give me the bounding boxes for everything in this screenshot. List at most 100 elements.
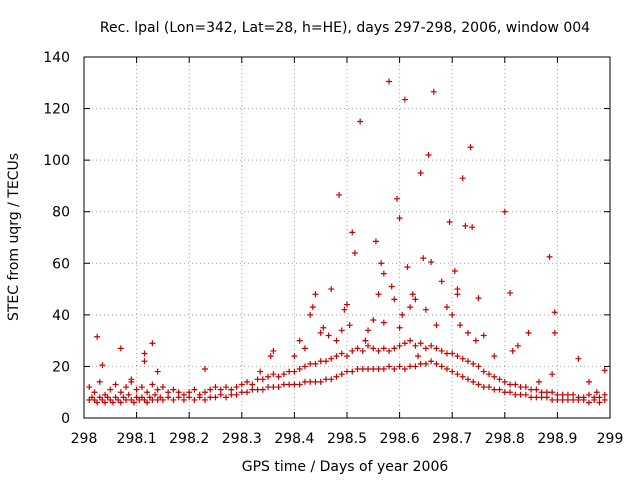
- data-point: [517, 384, 524, 391]
- data-point: [404, 264, 411, 271]
- data-point: [407, 363, 414, 370]
- y-tick-label: 100: [43, 153, 70, 169]
- data-point: [533, 394, 540, 401]
- data-point: [380, 366, 387, 373]
- x-tick-label: 298.3: [222, 431, 262, 447]
- data-point: [109, 399, 116, 406]
- data-point: [412, 296, 419, 303]
- data-point: [585, 391, 592, 398]
- data-point: [393, 195, 400, 202]
- data-point: [223, 384, 230, 391]
- data-point: [325, 332, 332, 339]
- data-point: [152, 391, 159, 398]
- data-point: [472, 337, 479, 344]
- data-point: [186, 389, 193, 396]
- data-point: [475, 381, 482, 388]
- data-point: [286, 381, 293, 388]
- data-point: [535, 378, 542, 385]
- data-point: [396, 324, 403, 331]
- data-point: [399, 311, 406, 318]
- data-point: [254, 386, 261, 393]
- data-point: [296, 381, 303, 388]
- x-tick-label: 298: [71, 431, 98, 447]
- data-point: [593, 389, 600, 396]
- data-point: [580, 394, 587, 401]
- data-point: [512, 381, 519, 388]
- data-point: [99, 362, 106, 369]
- data-point: [480, 332, 487, 339]
- data-point: [280, 381, 287, 388]
- data-point: [438, 278, 445, 285]
- data-point: [564, 391, 571, 398]
- data-point: [491, 373, 498, 380]
- data-point: [433, 360, 440, 367]
- data-point: [386, 363, 393, 370]
- data-point: [296, 337, 303, 344]
- data-point: [407, 304, 414, 311]
- data-point: [585, 378, 592, 385]
- data-point: [396, 363, 403, 370]
- data-point: [375, 366, 382, 373]
- data-point: [457, 322, 464, 329]
- data-point: [149, 396, 156, 403]
- data-point: [212, 384, 219, 391]
- x-tick-label: 298.9: [537, 431, 577, 447]
- data-point: [409, 291, 416, 298]
- data-point: [238, 381, 245, 388]
- data-point: [391, 345, 398, 352]
- x-tick-label: 299: [597, 431, 624, 447]
- data-point: [138, 384, 145, 391]
- data-point: [191, 386, 198, 393]
- data-point: [228, 386, 235, 393]
- data-point: [386, 78, 393, 85]
- data-point: [249, 381, 256, 388]
- data-point: [328, 286, 335, 293]
- data-point: [228, 391, 235, 398]
- data-point: [443, 304, 450, 311]
- data-point: [407, 337, 414, 344]
- data-point: [564, 396, 571, 403]
- data-point: [549, 396, 556, 403]
- data-point: [280, 371, 287, 378]
- data-point: [112, 381, 119, 388]
- data-point: [475, 363, 482, 370]
- data-point: [591, 394, 598, 401]
- data-point: [351, 249, 358, 256]
- data-point: [570, 396, 577, 403]
- data-point: [365, 327, 372, 334]
- data-point: [422, 306, 429, 313]
- data-point: [338, 327, 345, 334]
- data-point: [91, 389, 98, 396]
- data-point: [301, 378, 308, 385]
- data-point: [186, 394, 193, 401]
- data-point: [470, 378, 477, 385]
- data-point: [517, 391, 524, 398]
- data-point: [322, 358, 329, 365]
- data-point: [249, 386, 256, 393]
- data-point: [154, 368, 161, 375]
- data-point: [357, 118, 364, 125]
- data-point: [133, 386, 140, 393]
- data-point: [141, 358, 148, 365]
- data-point: [291, 381, 298, 388]
- data-point: [575, 355, 582, 362]
- data-point: [257, 368, 264, 375]
- data-point: [201, 396, 208, 403]
- data-point: [401, 366, 408, 373]
- data-point: [554, 396, 561, 403]
- y-axis-label: STEC from uqrg / TECUs: [6, 153, 22, 321]
- data-point: [559, 391, 566, 398]
- data-point: [338, 371, 345, 378]
- data-point: [480, 384, 487, 391]
- data-point: [585, 399, 592, 406]
- data-point: [159, 396, 166, 403]
- x-tick-label: 298.5: [327, 431, 367, 447]
- data-point: [507, 381, 514, 388]
- x-axis-label: GPS time / Days of year 2006: [242, 459, 449, 475]
- data-point: [475, 295, 482, 302]
- data-point: [362, 337, 369, 344]
- data-point: [94, 333, 101, 340]
- data-point: [201, 366, 208, 373]
- data-point: [201, 389, 208, 396]
- data-point: [386, 347, 393, 354]
